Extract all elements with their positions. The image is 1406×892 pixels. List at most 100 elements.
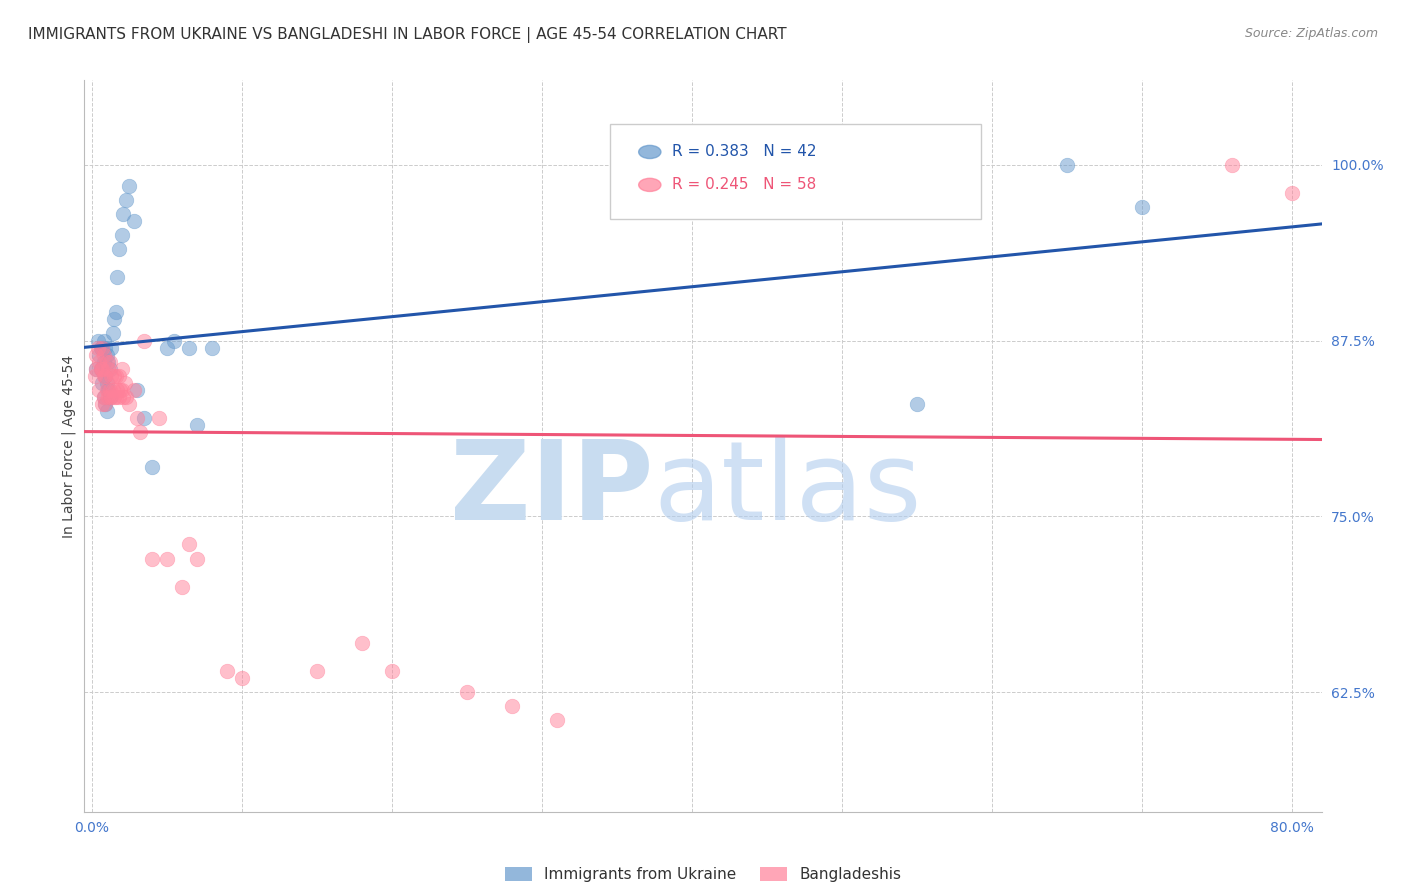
Point <box>86 361 108 376</box>
Point <box>98 354 121 368</box>
Point <box>1281 186 1303 200</box>
Point <box>115 193 138 207</box>
Point <box>100 341 122 355</box>
Legend: Immigrants from Ukraine, Bangladeshis: Immigrants from Ukraine, Bangladeshis <box>499 861 907 888</box>
Point <box>546 714 568 728</box>
Point <box>96 383 118 397</box>
Y-axis label: In Labor Force | Age 45-54: In Labor Force | Age 45-54 <box>62 354 76 538</box>
Text: R = 0.383   N = 42: R = 0.383 N = 42 <box>672 145 817 160</box>
Point <box>111 361 134 376</box>
Point <box>90 361 112 376</box>
Point <box>125 410 148 425</box>
Point <box>100 390 122 404</box>
Circle shape <box>638 145 661 159</box>
Point <box>100 368 122 383</box>
Point <box>114 376 136 390</box>
Point <box>186 551 208 566</box>
Point <box>381 664 404 678</box>
Point <box>179 341 201 355</box>
Text: IMMIGRANTS FROM UKRAINE VS BANGLADESHI IN LABOR FORCE | AGE 45-54 CORRELATION CH: IMMIGRANTS FROM UKRAINE VS BANGLADESHI I… <box>28 27 787 43</box>
Point <box>96 376 118 390</box>
Point <box>93 390 115 404</box>
Point <box>83 368 105 383</box>
Circle shape <box>638 178 661 192</box>
Point <box>104 368 127 383</box>
Point <box>134 410 156 425</box>
Point <box>108 242 131 256</box>
Point <box>98 383 121 397</box>
Point <box>122 383 145 397</box>
Point <box>125 383 148 397</box>
Point <box>108 368 131 383</box>
Point <box>104 390 127 404</box>
Point <box>103 368 125 383</box>
Point <box>96 348 118 362</box>
Point <box>110 383 132 397</box>
Point <box>86 348 108 362</box>
Point <box>91 397 114 411</box>
Text: Source: ZipAtlas.com: Source: ZipAtlas.com <box>1244 27 1378 40</box>
Point <box>112 207 135 221</box>
Point <box>86 361 108 376</box>
Text: atlas: atlas <box>654 436 922 543</box>
Point <box>91 341 114 355</box>
Point <box>90 341 112 355</box>
Point <box>501 699 523 714</box>
Point <box>101 326 124 341</box>
Point <box>103 390 125 404</box>
Point <box>91 376 114 390</box>
Point <box>93 368 115 383</box>
Point <box>111 227 134 242</box>
Point <box>108 390 131 404</box>
Point <box>905 397 928 411</box>
Point <box>231 671 253 685</box>
Point <box>201 341 224 355</box>
Point <box>98 361 121 376</box>
Point <box>101 383 124 397</box>
Text: ZIP: ZIP <box>450 436 654 543</box>
Point <box>96 354 118 368</box>
Point <box>350 636 373 650</box>
Point <box>87 341 110 355</box>
Point <box>93 354 115 368</box>
Point <box>87 334 110 348</box>
Point <box>148 410 170 425</box>
Point <box>97 390 120 404</box>
Point <box>215 664 238 678</box>
Point <box>98 390 121 404</box>
Point <box>94 368 117 383</box>
Point <box>170 580 193 594</box>
Point <box>97 361 120 376</box>
Point <box>91 341 114 355</box>
FancyBboxPatch shape <box>610 124 981 219</box>
Point <box>93 348 115 362</box>
Point <box>111 383 134 397</box>
Point <box>456 685 478 699</box>
Point <box>90 361 112 376</box>
Text: R = 0.245   N = 58: R = 0.245 N = 58 <box>672 178 817 193</box>
Point <box>134 334 156 348</box>
Point <box>141 460 163 475</box>
Point <box>94 397 117 411</box>
Point <box>91 361 114 376</box>
Point <box>179 537 201 551</box>
Point <box>104 305 127 319</box>
Point <box>1220 158 1243 172</box>
Point <box>94 368 117 383</box>
Point <box>118 178 141 193</box>
Point <box>163 334 186 348</box>
Point <box>186 417 208 432</box>
Point <box>103 312 125 326</box>
Point <box>1056 158 1078 172</box>
Point <box>105 270 128 285</box>
Point <box>89 348 111 362</box>
Point <box>96 404 118 418</box>
Point <box>118 397 141 411</box>
Point <box>89 354 111 368</box>
Point <box>141 551 163 566</box>
Point <box>97 354 120 368</box>
Point <box>122 214 145 228</box>
Point <box>89 383 111 397</box>
Point <box>115 390 138 404</box>
Point <box>128 425 150 439</box>
